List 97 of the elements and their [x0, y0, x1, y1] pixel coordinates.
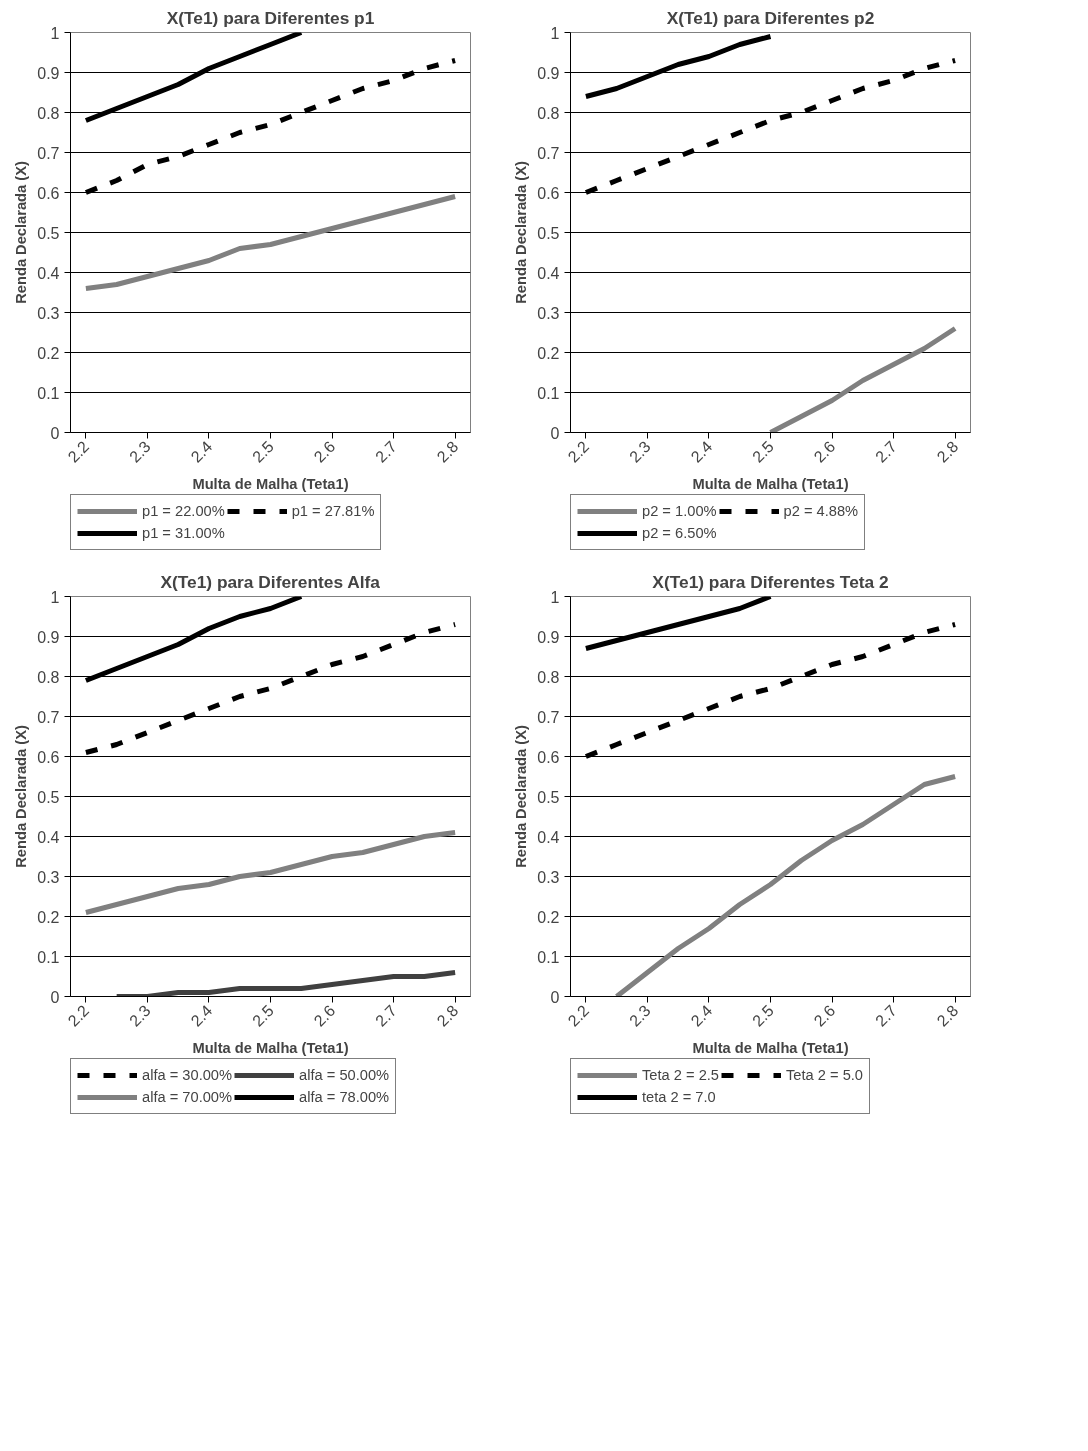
y-tick-label: 0.5 [537, 788, 560, 806]
chart-title: X(Te1) para Diferentes p2 [666, 7, 875, 28]
y-axis-title: Renda Declarada (X) [513, 725, 530, 868]
y-tick-label: 0.3 [537, 304, 560, 322]
chart-title: X(Te1) para Diferentes Alfa [160, 571, 381, 592]
y-tick-label: 0.8 [37, 104, 60, 122]
x-tick-label: 2.8 [433, 437, 462, 466]
y-tick-label: 1 [50, 24, 60, 42]
y-tick-label: 0.2 [537, 908, 560, 926]
legend-label: p1 = 22.00% [142, 503, 225, 519]
y-tick-label: 0.3 [37, 304, 60, 322]
y-tick-label: 1 [50, 588, 60, 606]
y-tick-label: 0.8 [537, 668, 560, 686]
x-tick-label: 2.6 [310, 1001, 339, 1030]
y-tick-label: 0.1 [537, 948, 560, 966]
y-tick-label: 0.7 [37, 144, 60, 162]
x-tick-label: 2.7 [372, 437, 401, 466]
x-axis-title: Multa de Malha (Teta1) [192, 475, 349, 492]
y-tick-label: 0.1 [37, 384, 60, 402]
y-tick-label: 0.5 [537, 224, 560, 242]
legend-label: alfa = 70.00% [142, 1089, 233, 1105]
legend-label: Teta 2 = 2.5 [642, 1067, 720, 1083]
y-tick-label: 0.9 [537, 628, 560, 646]
legend-label: p1 = 27.81% [291, 503, 375, 519]
x-tick-label: 2.7 [372, 1001, 401, 1030]
y-tick-label: 0.7 [37, 708, 60, 726]
x-tick-label: 2.5 [249, 437, 277, 466]
y-tick-label: 0.9 [37, 628, 60, 646]
y-tick-label: 0.7 [537, 144, 560, 162]
y-tick-label: 0.4 [537, 828, 560, 846]
y-tick-label: 1 [550, 588, 560, 606]
y-tick-label: 0.6 [537, 184, 560, 202]
y-tick-label: 0.3 [537, 868, 560, 886]
x-tick-label: 2.2 [64, 437, 93, 466]
x-tick-label: 2.8 [933, 1001, 962, 1030]
y-tick-label: 0.5 [37, 224, 60, 242]
x-tick-label: 2.7 [872, 1001, 901, 1030]
x-tick-label: 2.3 [626, 1001, 654, 1030]
y-axis-title: Renda Declarada (X) [513, 161, 530, 304]
x-tick-label: 2.3 [126, 1001, 154, 1030]
x-tick-label: 2.3 [626, 437, 654, 466]
y-tick-label: 0.2 [537, 344, 560, 362]
y-tick-label: 0 [50, 424, 60, 442]
x-tick-label: 2.5 [749, 1001, 777, 1030]
x-tick-label: 2.4 [687, 1001, 716, 1030]
y-tick-label: 0.4 [537, 264, 560, 282]
x-tick-label: 2.2 [564, 1001, 593, 1030]
x-tick-label: 2.2 [64, 1001, 93, 1030]
chart-title: X(Te1) para Diferentes p1 [166, 7, 375, 28]
y-axis-title: Renda Declarada (X) [13, 161, 30, 304]
y-tick-label: 0.5 [37, 788, 60, 806]
y-tick-label: 0.8 [537, 104, 560, 122]
y-tick-label: 0.4 [37, 264, 60, 282]
chart-title: X(Te1) para Diferentes Teta 2 [652, 571, 889, 592]
y-tick-label: 0.6 [37, 184, 60, 202]
y-tick-label: 0.2 [37, 344, 60, 362]
legend-label: p2 = 1.00% [642, 503, 717, 519]
x-tick-label: 2.4 [687, 437, 716, 466]
x-tick-label: 2.4 [187, 1001, 216, 1030]
x-tick-label: 2.6 [810, 437, 839, 466]
x-axis-title: Multa de Malha (Teta1) [192, 1039, 349, 1056]
x-tick-label: 2.6 [310, 437, 339, 466]
y-tick-label: 0.8 [37, 668, 60, 686]
legend-label: alfa = 50.00% [299, 1067, 390, 1083]
y-tick-label: 0 [550, 988, 560, 1006]
x-tick-label: 2.5 [749, 437, 777, 466]
y-tick-label: 0 [550, 424, 560, 442]
y-tick-label: 0.1 [537, 384, 560, 402]
legend-label: teta 2 = 7.0 [642, 1089, 716, 1105]
legend-label: p2 = 4.88% [783, 503, 859, 519]
x-tick-label: 2.4 [187, 437, 216, 466]
legend-label: alfa = 30.00% [142, 1067, 233, 1083]
x-tick-label: 2.8 [433, 1001, 462, 1030]
y-tick-label: 1 [550, 24, 560, 42]
x-tick-label: 2.6 [810, 1001, 839, 1030]
y-tick-label: 0 [50, 988, 60, 1006]
x-tick-label: 2.3 [126, 437, 154, 466]
x-tick-label: 2.2 [564, 437, 593, 466]
x-tick-label: 2.5 [249, 1001, 277, 1030]
legend-label: Teta 2 = 5.0 [786, 1067, 864, 1083]
legend-label: alfa = 78.00% [299, 1089, 390, 1105]
y-tick-label: 0.4 [37, 828, 60, 846]
legend-label: p1 = 31.00% [142, 525, 225, 541]
y-tick-label: 0.6 [37, 748, 60, 766]
y-tick-label: 0.9 [537, 64, 560, 82]
y-tick-label: 0.3 [37, 868, 60, 886]
legend-label: p2 = 6.50% [642, 525, 717, 541]
x-tick-label: 2.8 [933, 437, 962, 466]
y-tick-label: 0.6 [537, 748, 560, 766]
y-tick-label: 0.7 [537, 708, 560, 726]
y-tick-label: 0.1 [37, 948, 60, 966]
x-axis-title: Multa de Malha (Teta1) [692, 1039, 849, 1056]
y-tick-label: 0.2 [37, 908, 60, 926]
x-axis-title: Multa de Malha (Teta1) [692, 475, 849, 492]
y-tick-label: 0.9 [37, 64, 60, 82]
y-axis-title: Renda Declarada (X) [13, 725, 30, 868]
x-tick-label: 2.7 [872, 437, 901, 466]
